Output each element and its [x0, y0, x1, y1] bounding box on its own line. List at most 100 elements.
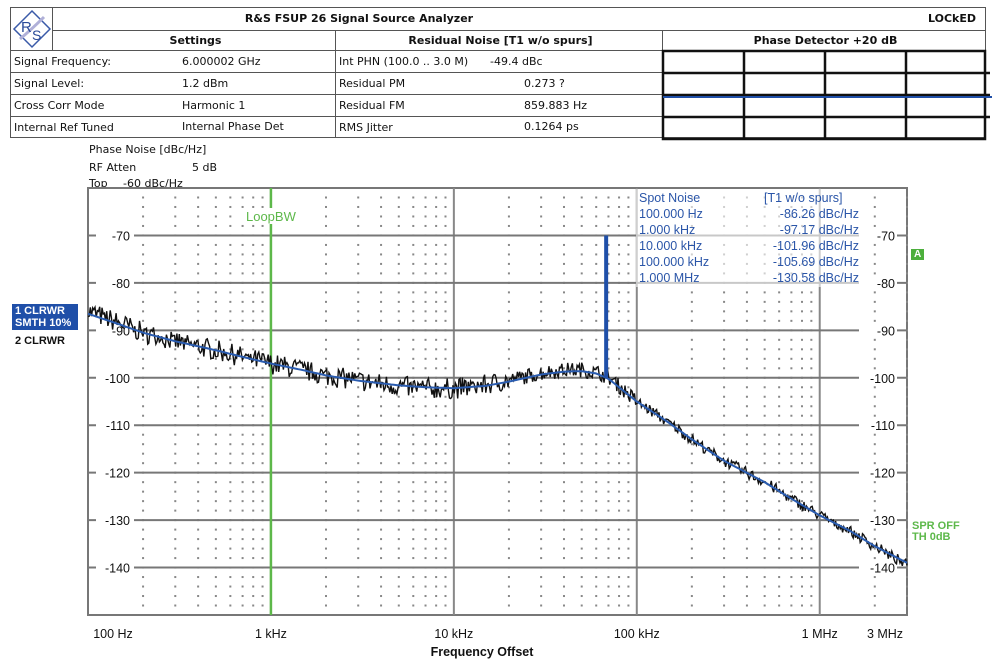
x-axis-label: Frequency Offset [431, 645, 535, 659]
trace1-badge[interactable]: 1 CLRWR SMTH 10% [12, 304, 78, 330]
grid-dot [580, 509, 583, 512]
grid-dot [580, 262, 583, 265]
grid-dot [810, 443, 813, 446]
grid-dot [906, 557, 908, 560]
grid-dot [357, 443, 360, 446]
grid-dot [723, 433, 726, 436]
grid-dot [252, 196, 255, 199]
grid-dot [412, 595, 415, 598]
grid-dot [906, 253, 908, 256]
grid-dot [397, 205, 400, 208]
grid-dot [507, 243, 510, 246]
grid-dot [580, 604, 583, 607]
grid-dot [357, 348, 360, 351]
grid-dot [745, 386, 748, 389]
grid-dot [607, 452, 610, 455]
grid-dot [241, 348, 244, 351]
grid-dot [380, 538, 383, 541]
grid-dot [607, 205, 610, 208]
grid-dot [174, 490, 177, 493]
grid-dot [324, 557, 327, 560]
grid-dot [723, 557, 726, 560]
grid-dot [595, 224, 598, 227]
grid-dot [324, 357, 327, 360]
grid-dot [790, 547, 793, 550]
grid-dot [397, 490, 400, 493]
grid-dot [261, 367, 264, 370]
grid-dot [197, 243, 200, 246]
grid-dot [229, 386, 232, 389]
grid-dot [595, 433, 598, 436]
grid-dot [241, 205, 244, 208]
grid-dot [763, 386, 766, 389]
grid-dot [562, 348, 565, 351]
grid-dot [261, 405, 264, 408]
grid-dot [380, 595, 383, 598]
loop-bw-bg [240, 208, 301, 224]
grid-dot [397, 215, 400, 218]
grid-dot [562, 538, 565, 541]
grid-dot [627, 386, 630, 389]
trace2-label[interactable]: 2 CLRWR [15, 335, 65, 347]
grid-dot [142, 243, 145, 246]
grid-dot [580, 205, 583, 208]
grid-dot [142, 196, 145, 199]
grid-dot [229, 224, 232, 227]
grid-dot [745, 338, 748, 341]
grid-dot [618, 547, 621, 550]
spr-status: SPR OFF TH 0dB [912, 521, 960, 543]
grid-dot [873, 367, 876, 370]
grid-dot [723, 357, 726, 360]
grid-dot [261, 319, 264, 322]
grid-dot [261, 509, 264, 512]
grid-dot [540, 557, 543, 560]
grid-dot [214, 215, 217, 218]
grid-dot [745, 443, 748, 446]
spot-value: -130.58 dBc/Hz [772, 271, 859, 285]
grid-dot [507, 338, 510, 341]
grid-dot [540, 509, 543, 512]
grid-dot [397, 538, 400, 541]
grid-dot [197, 262, 200, 265]
y-tick-label-left: -130 [105, 514, 130, 528]
grid-dot [174, 253, 177, 256]
grid-dot [873, 348, 876, 351]
tick-bg [859, 275, 897, 290]
grid-dot [906, 452, 908, 455]
grid-dot [197, 528, 200, 531]
grid-dot [424, 433, 427, 436]
tick-bg [96, 370, 134, 385]
grid-dot [595, 509, 598, 512]
grid-dot [252, 224, 255, 227]
grid-dot [507, 215, 510, 218]
grid-dot [800, 462, 803, 465]
spot-noise-row: 100.000 Hz -86.26 dBc/Hz [639, 206, 859, 222]
grid-dot [424, 405, 427, 408]
grid-dot [607, 585, 610, 588]
grid-dot [595, 547, 598, 550]
grid-dot [229, 547, 232, 550]
grid-dot [380, 452, 383, 455]
grid-dot [627, 367, 630, 370]
y-tick-label-right: -140 [870, 562, 895, 576]
grid-dot [229, 557, 232, 560]
grid-dot [800, 414, 803, 417]
grid-dot [763, 585, 766, 588]
grid-dot [580, 490, 583, 493]
grid-dot [197, 490, 200, 493]
grid-dot [435, 585, 438, 588]
grid-dot [540, 224, 543, 227]
grid-dot [595, 348, 598, 351]
grid-dot [763, 443, 766, 446]
grid-dot [607, 243, 610, 246]
marker-a-badge[interactable]: A [911, 249, 925, 260]
y-tick-label-left: -140 [105, 562, 130, 576]
grid-dot [800, 433, 803, 436]
grid-dot [607, 348, 610, 351]
grid-dot [229, 262, 232, 265]
grid-dot [873, 253, 876, 256]
y-tick-label-left: -110 [106, 419, 130, 433]
grid-dot [778, 310, 781, 313]
spot-value: -101.96 dBc/Hz [772, 239, 859, 253]
